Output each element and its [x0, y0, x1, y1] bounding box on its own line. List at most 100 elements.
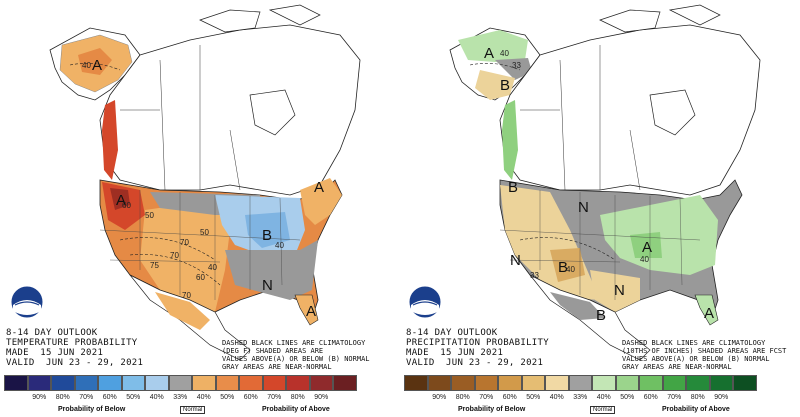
- state-lines: [499, 190, 701, 300]
- florida-above: [294, 294, 319, 326]
- alaska-below-area: [475, 70, 515, 100]
- legend-below-label: Probability of Below: [58, 406, 126, 413]
- contour-label: 70: [182, 291, 191, 300]
- legend-below-label: Probability of Below: [458, 406, 526, 413]
- map-letter-normal-west: N: [510, 252, 521, 269]
- map-letter-below-texas: B: [596, 307, 606, 324]
- legend-swatches: [404, 375, 757, 391]
- legend-swatch: [686, 375, 710, 391]
- legend-tick-label: 60%: [502, 394, 517, 401]
- florida-above: [694, 294, 719, 326]
- note-line-1: DASHED BLACK LINES ARE CLIMATOLOGY: [622, 339, 766, 347]
- legend-ticks: 90% 80% 70% 60% 50% 40% 33% 40% 50% 60% 70% 80% 90%: [0, 394, 400, 404]
- legend-tick-label: 40%: [596, 394, 611, 401]
- legend-swatch: [168, 375, 192, 391]
- legend-swatch: [333, 375, 357, 391]
- contour-label: 40: [82, 61, 91, 70]
- legend-swatch: [498, 375, 522, 391]
- usa-normal-south: [225, 240, 318, 300]
- legend-swatch: [262, 375, 286, 391]
- legend-swatches: [4, 375, 357, 391]
- note-line-3: VALUES ABOVE(A) OR BELOW (B) NORMAL: [622, 355, 770, 363]
- map-letter-below-northwest: B: [508, 179, 518, 196]
- province-lines: [520, 45, 641, 191]
- legend-tick-label: 50%: [126, 394, 141, 401]
- arctic-islands: [199, 4, 321, 33]
- mexico-below: [550, 292, 605, 320]
- legend-tick-label: 70%: [479, 394, 494, 401]
- note-line-2: (DEG F) SHADED AREAS ARE: [222, 347, 324, 355]
- legend-tick-label: 60%: [643, 394, 658, 401]
- contour-label: 33: [512, 61, 521, 70]
- legend-tick-label: 80%: [290, 394, 305, 401]
- legend-swatch: [521, 375, 545, 391]
- legend-tick-label: 90%: [314, 394, 329, 401]
- legend-tick-label: 90%: [714, 394, 729, 401]
- alaska-above-mid-area: [78, 48, 112, 75]
- title-line-4: VALID JUN 23 - 29, 2021: [406, 358, 544, 368]
- map-letter-below-midwest: B: [262, 227, 272, 244]
- legend-swatch: [639, 375, 663, 391]
- contour-label: 40: [500, 49, 509, 58]
- noaa-logo: [10, 285, 44, 319]
- precipitation-map-panel: A B B N B A N N B A 40 33 33 40 40 8-14 …: [400, 0, 800, 372]
- legend-swatch: [121, 375, 145, 391]
- legend-swatch: [27, 375, 51, 391]
- legend-swatch: [662, 375, 686, 391]
- contour-label: 40: [208, 263, 217, 272]
- legend-swatch: [192, 375, 216, 391]
- map-letter-normal-south: N: [262, 277, 273, 294]
- hudson-bay: [249, 89, 296, 136]
- legend-swatch: [74, 375, 98, 391]
- map-letter-above-florida: A: [704, 305, 714, 322]
- legend-swatch: [615, 375, 639, 391]
- temperature-notes: DASHED BLACK LINES ARE CLIMATOLOGY (DEG F…: [222, 339, 370, 371]
- usa-above-max: [110, 188, 130, 210]
- legend-swatch: [404, 375, 428, 391]
- legend-above-label: Probability of Above: [662, 406, 730, 413]
- note-line-2: (10THS OF INCHES) SHADED AREAS ARE FCST: [622, 347, 787, 355]
- map-letter-above-florida: A: [306, 303, 316, 320]
- legend-swatch: [451, 375, 475, 391]
- map-letter-below-alaska: B: [500, 77, 510, 94]
- province-lines: [120, 45, 241, 191]
- map-letter-above-northwest: A: [116, 192, 126, 209]
- legend-swatch: [474, 375, 498, 391]
- legend-ticks: 90% 80% 70% 60% 50% 40% 33% 40% 50% 60% 70% 80% 90%: [400, 394, 800, 404]
- legend-normal-label: Normal: [590, 406, 616, 414]
- legend-swatch: [4, 375, 28, 391]
- climatology-lines: [469, 63, 616, 261]
- map-letter-above-midwest: A: [642, 239, 652, 256]
- legend-tick-label: 70%: [79, 394, 94, 401]
- map-letter-below-southwest: B: [558, 259, 568, 276]
- map-letter-above-alaska: A: [92, 57, 102, 74]
- legend-tick-label: 40%: [149, 394, 164, 401]
- title-line-1: 8-14 DAY OUTLOOK: [6, 328, 98, 338]
- temperature-map-panel: A A A B N A 40 60 50 70 75 70 50 40 60 7…: [0, 0, 400, 372]
- legend-swatch: [215, 375, 239, 391]
- title-line-1: 8-14 DAY OUTLOOK: [406, 328, 498, 338]
- legend-swatch: [733, 375, 757, 391]
- map-letter-normal-north: N: [578, 199, 589, 216]
- contour-label: 50: [200, 228, 209, 237]
- contour-label: 40: [640, 255, 649, 264]
- precipitation-legend: 90% 80% 70% 60% 50% 40% 33% 40% 50% 60% 70% 80% 90% …: [400, 375, 800, 417]
- title-line-3: MADE 15 JUN 2021: [406, 348, 504, 358]
- legend-swatch: [239, 375, 263, 391]
- note-line-3: VALUES ABOVE(A) OR BELOW (B) NORMAL: [222, 355, 370, 363]
- legend-swatch: [309, 375, 333, 391]
- legend-tick-label: 50%: [620, 394, 635, 401]
- map-letter-above-east: A: [314, 179, 324, 196]
- title-line-2: TEMPERATURE PROBABILITY: [6, 338, 138, 348]
- legend-tick-label: 70%: [267, 394, 282, 401]
- legend-tick-label: 33%: [573, 394, 588, 401]
- contour-label: 60: [122, 201, 131, 210]
- arctic-islands: [599, 4, 721, 33]
- usa-above-mid: [630, 232, 662, 258]
- legend-tick-label: 40%: [196, 394, 211, 401]
- bc-coast-above: [102, 100, 118, 180]
- usa-above-low: [140, 200, 230, 312]
- temperature-title: 8-14 DAY OUTLOOK TEMPERATURE PROBABILITY M…: [6, 328, 143, 368]
- legend-tick-label: 80%: [455, 394, 470, 401]
- precipitation-title: 8-14 DAY OUTLOOK PRECIPITATION PROBABILIT…: [406, 328, 549, 368]
